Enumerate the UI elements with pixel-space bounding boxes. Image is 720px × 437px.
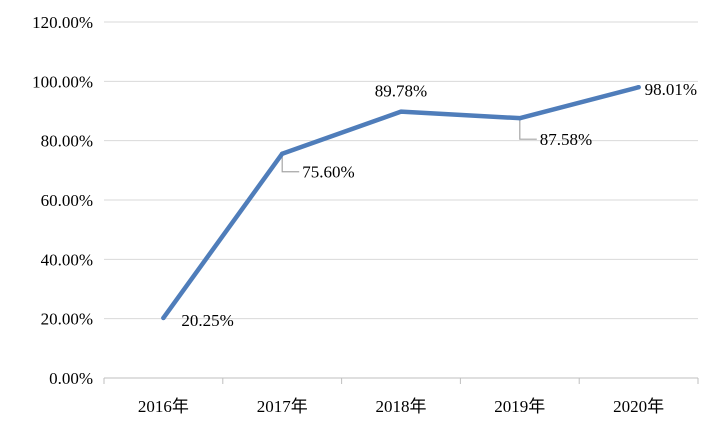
y-tick-label: 0.00% — [49, 369, 93, 388]
x-tick-label: 2020年 — [613, 397, 664, 416]
axes: 0.00% 20.00% 40.00% 60.00% 80.00% 100.00% 120.… — [32, 13, 699, 416]
data-point — [161, 315, 166, 321]
data-point — [280, 151, 285, 156]
data-label: 20.25% — [181, 311, 233, 330]
y-tick-label: 80.00% — [41, 132, 93, 151]
x-tick-label: 2016年 — [138, 397, 189, 416]
data-point — [398, 109, 404, 114]
data-point — [636, 85, 641, 90]
y-tick-label: 20.00% — [41, 310, 93, 329]
label-leader — [519, 120, 537, 140]
series-layer — [161, 84, 641, 321]
gridlines — [104, 21, 698, 320]
label-leaders — [281, 120, 537, 173]
y-tick-label: 60.00% — [41, 191, 93, 210]
data-label: 89.78% — [375, 82, 427, 101]
x-tick-label: 2019年 — [494, 397, 545, 416]
y-tick-label: 100.00% — [32, 72, 93, 91]
y-tick-label: 40.00% — [41, 250, 93, 269]
data-labels: 20.25% 75.60% 89.78% 87.58% 98.01% — [181, 80, 697, 330]
data-label: 87.58% — [540, 130, 592, 149]
data-point — [517, 115, 522, 121]
x-tick-label: 2017年 — [257, 397, 308, 416]
label-leader — [281, 155, 300, 173]
y-tick-label: 120.00% — [32, 13, 93, 32]
data-label: 98.01% — [645, 80, 697, 99]
x-tick-label: 2018年 — [376, 397, 427, 416]
series-line — [161, 84, 641, 321]
data-label: 75.60% — [302, 163, 354, 182]
